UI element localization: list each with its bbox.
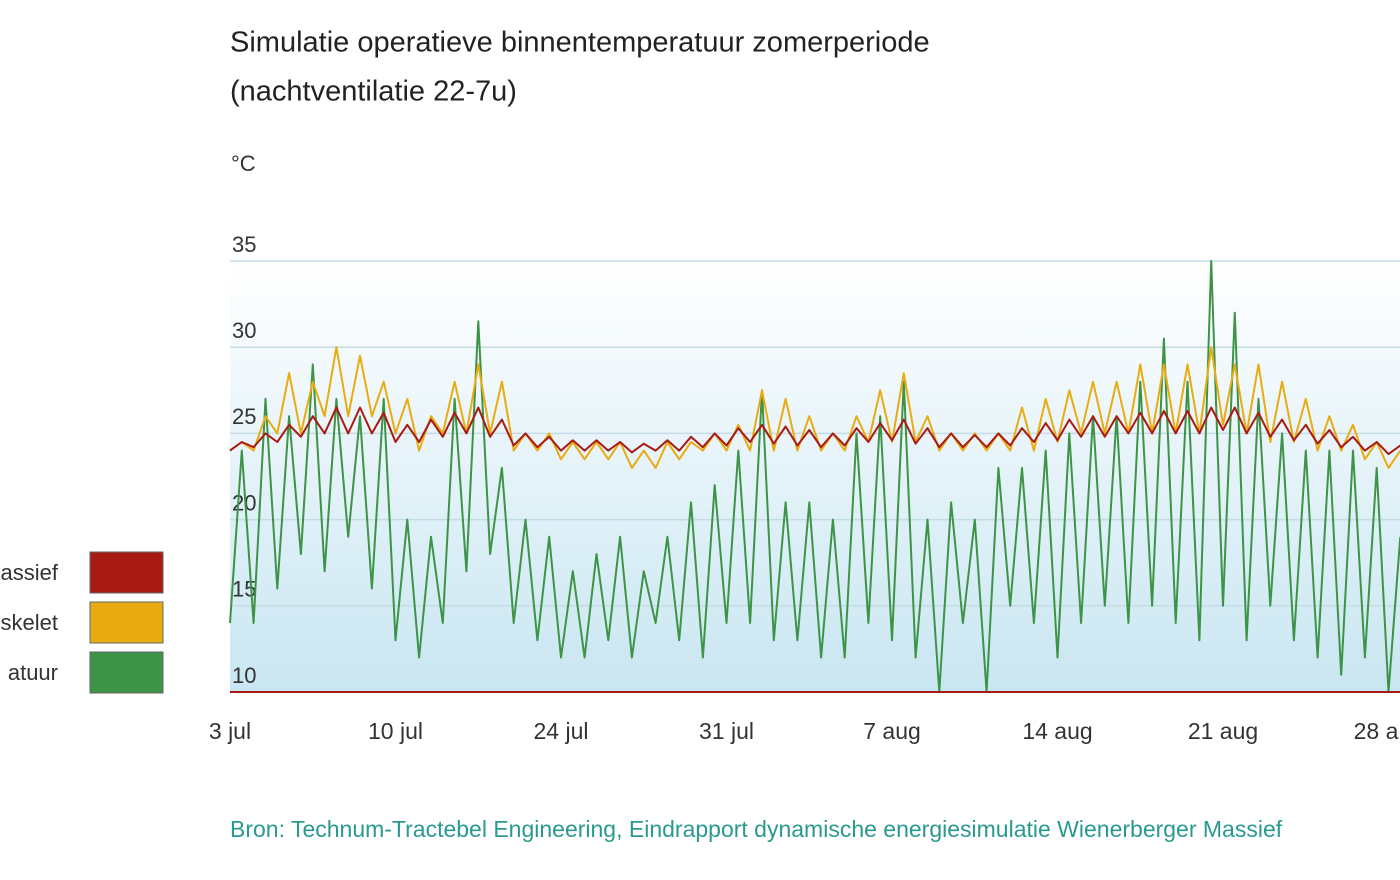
legend-swatch — [89, 601, 164, 644]
y-tick-label: 25 — [232, 404, 256, 429]
series-line — [229, 346, 1400, 469]
x-tick-label: 28 a — [1354, 718, 1399, 744]
x-tick-label: 10 jul — [368, 718, 423, 744]
legend: assief skelet atuur — [1, 551, 164, 694]
y-tick-label: 35 — [232, 232, 256, 257]
series-line — [229, 260, 1400, 693]
plot-background — [230, 261, 1400, 692]
x-tick-label: 24 jul — [534, 718, 589, 744]
y-axis-label: °C — [231, 151, 256, 176]
x-tick-label: 7 aug — [863, 718, 921, 744]
x-tick-label: 21 aug — [1188, 718, 1258, 744]
y-tick-label: 10 — [232, 663, 256, 688]
x-ticks: 3 jul 10 jul 24 jul 31 jul 7 aug 14 aug 21 aug… — [209, 718, 1399, 744]
series-line — [229, 406, 1400, 456]
x-tick-label: 31 jul — [699, 718, 754, 744]
y-tick-label: 30 — [232, 318, 256, 343]
x-tick-label: 14 aug — [1022, 718, 1092, 744]
legend-label: atuur — [8, 660, 58, 685]
chart-title: Simulatie operatieve binnentemperatuur z… — [230, 27, 930, 59]
chart-subtitle: (nachtventilatie 22-7u) — [230, 76, 517, 108]
x-tick-label: 3 jul — [209, 718, 251, 744]
legend-swatch — [89, 551, 164, 594]
lines — [229, 260, 1400, 693]
legend-label: skelet — [1, 610, 58, 635]
source: Bron: Technum-Tractebel Engineering, Ein… — [230, 816, 1283, 842]
legend-swatch — [89, 651, 164, 694]
legend-label: assief — [1, 560, 59, 585]
